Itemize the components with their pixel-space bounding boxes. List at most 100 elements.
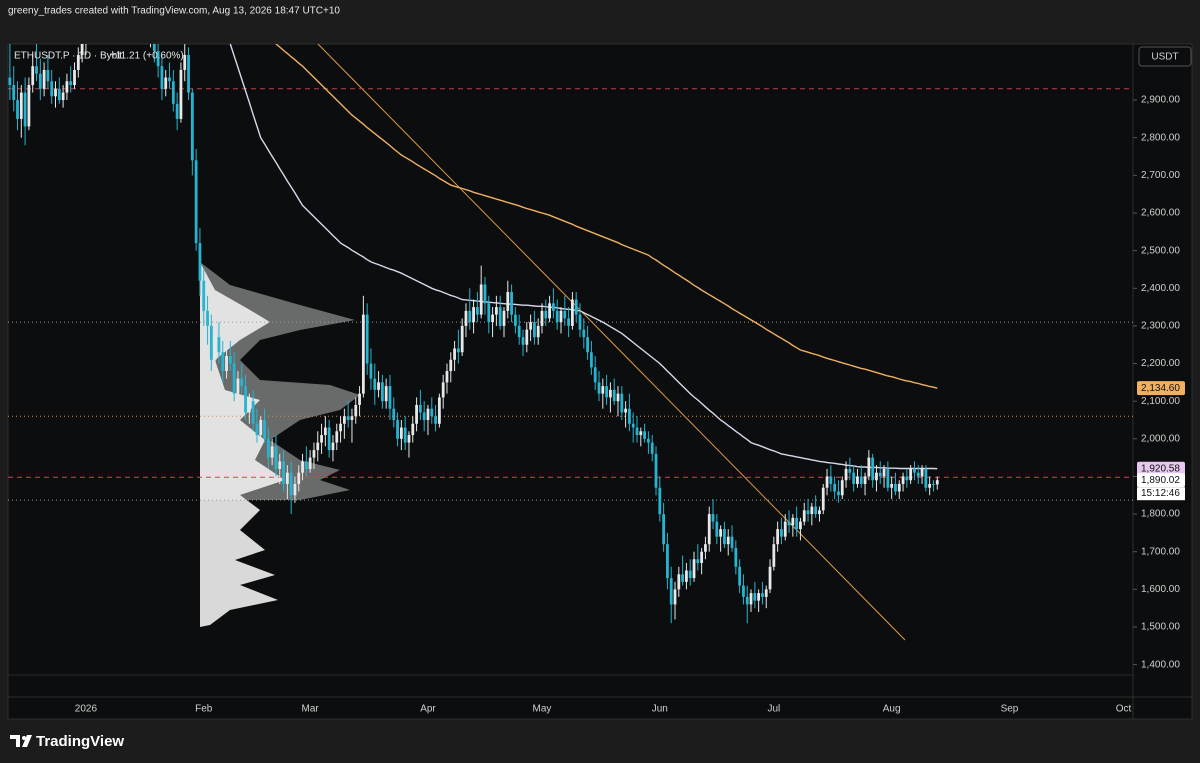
candle-body — [65, 81, 69, 93]
candle-body — [871, 457, 875, 481]
currency-box — [1138, 46, 1192, 67]
candle-body — [259, 419, 263, 436]
candle-body — [377, 382, 380, 390]
candle-body — [453, 348, 456, 360]
candle-body — [833, 483, 837, 492]
candle-body — [46, 69, 50, 82]
candle-body — [730, 536, 734, 548]
candle-body — [240, 378, 244, 387]
candle-body — [464, 310, 468, 326]
candle-body — [601, 386, 605, 394]
candle-body — [685, 570, 688, 582]
candle-body — [920, 468, 924, 477]
candle-body — [316, 442, 320, 451]
price-badge-label: 2,134.60 — [1141, 383, 1180, 394]
candle-body — [757, 593, 761, 601]
candle-body — [867, 457, 871, 477]
candle-body — [365, 314, 369, 364]
candle-body — [403, 427, 407, 443]
candle-body — [764, 589, 768, 597]
y-tick-label: 2,800.00 — [1141, 132, 1180, 143]
y-tick-label: 1,700.00 — [1141, 546, 1180, 557]
candle-body — [897, 483, 901, 492]
candle-body — [160, 66, 164, 89]
candle-body — [354, 404, 358, 417]
candle-body — [643, 431, 647, 439]
candle-body — [361, 314, 365, 394]
candle-body — [532, 322, 536, 338]
candle-body — [696, 559, 700, 564]
candle-body — [494, 307, 498, 315]
candle-body — [487, 303, 491, 323]
candle-body — [415, 404, 418, 424]
candle-body — [320, 435, 323, 443]
candle-body — [544, 310, 548, 319]
candle-body — [312, 450, 316, 458]
candle-body — [472, 307, 475, 323]
candle-body — [525, 329, 529, 345]
candle-body — [578, 314, 582, 330]
candle-body — [916, 472, 920, 477]
volume-profile — [200, 262, 285, 627]
x-tick-label: 2026 — [75, 704, 98, 715]
candle-body — [76, 54, 80, 70]
candle-body — [346, 416, 350, 420]
chart-pane — [7, 43, 1193, 720]
candle-body — [445, 371, 449, 383]
candle-body — [726, 536, 730, 545]
candle-body — [612, 389, 616, 402]
candle-body — [597, 382, 601, 394]
candle-body — [339, 423, 342, 432]
candle-body — [396, 419, 399, 439]
candle-body — [289, 472, 293, 496]
candle-body — [54, 88, 57, 97]
candle-body — [821, 487, 825, 511]
plot-area — [8, 44, 1133, 641]
y-tick-label: 2,000.00 — [1141, 433, 1180, 444]
candle-body — [673, 589, 677, 605]
candle-body — [80, 44, 84, 55]
price-badge-label: 1,890.02 — [1141, 475, 1180, 486]
candle-body — [715, 521, 719, 537]
candle-body — [50, 81, 54, 97]
candle-body — [768, 566, 772, 590]
candle-body — [548, 303, 551, 319]
candle-body — [810, 506, 814, 515]
caption: greeny_trades created with TradingView.c… — [8, 6, 340, 17]
candle-body — [441, 382, 445, 398]
currency: USDT — [1151, 52, 1178, 63]
candle-body — [882, 468, 886, 477]
candle-body — [886, 468, 890, 488]
brand: TradingView — [36, 733, 124, 750]
candle-body — [213, 337, 217, 360]
candle-body — [228, 356, 232, 364]
candle-body — [928, 483, 932, 488]
candle-body — [719, 529, 723, 537]
candle-body — [738, 566, 742, 586]
moving-average — [229, 44, 938, 470]
candle-body — [247, 401, 251, 413]
y-tick-label: 1,400.00 — [1141, 659, 1180, 670]
x-tick-label: Feb — [195, 704, 213, 715]
candle-body — [392, 408, 396, 420]
price-badge — [1137, 381, 1185, 396]
y-tick-label: 2,400.00 — [1141, 283, 1180, 294]
candle-body — [734, 547, 738, 567]
candle-body — [513, 314, 517, 326]
candle-body — [574, 299, 578, 315]
candle-body — [559, 310, 563, 323]
candle-body — [635, 427, 639, 436]
candle-body — [491, 314, 494, 323]
y-tick-label: 2,300.00 — [1141, 321, 1180, 332]
candle-body — [31, 66, 35, 86]
candle-body — [631, 423, 635, 428]
candle-body — [434, 416, 437, 424]
candle-body — [688, 570, 692, 579]
candle-body — [894, 483, 897, 492]
candle-body — [206, 310, 209, 326]
candle-body — [498, 307, 502, 326]
y-tick-label: 2,600.00 — [1141, 208, 1180, 219]
candle-body — [609, 389, 612, 398]
candle-body — [274, 446, 278, 469]
